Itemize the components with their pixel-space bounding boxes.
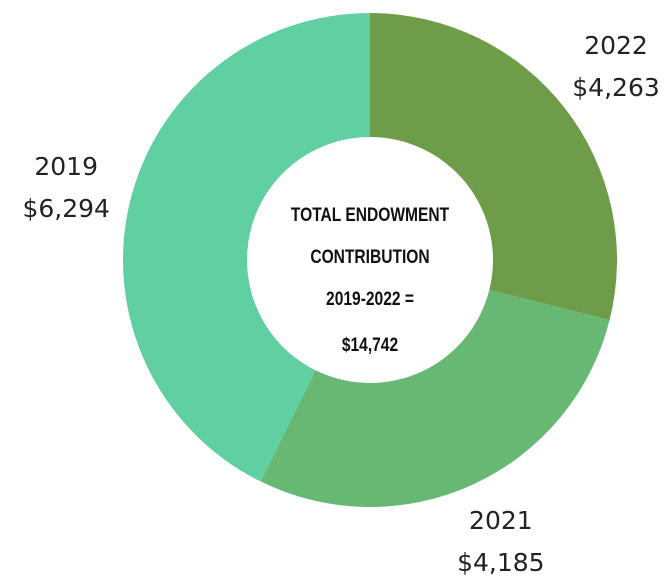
category-label: 2021 — [469, 506, 533, 535]
value-label: $4,185 — [457, 548, 544, 577]
donut-slice — [370, 13, 618, 321]
center-text: TOTAL ENDOWMENT — [291, 204, 450, 226]
center-text: 2019-2022 = — [326, 288, 414, 310]
donut-slice — [260, 289, 610, 508]
value-label: $4,263 — [572, 73, 659, 102]
center-text: CONTRIBUTION — [310, 246, 429, 268]
category-label: 2019 — [34, 152, 98, 181]
category-label: 2022 — [584, 31, 648, 60]
donut-slice — [122, 13, 370, 482]
value-label: $6,294 — [22, 194, 109, 223]
center-text: $14,742 — [342, 334, 398, 356]
